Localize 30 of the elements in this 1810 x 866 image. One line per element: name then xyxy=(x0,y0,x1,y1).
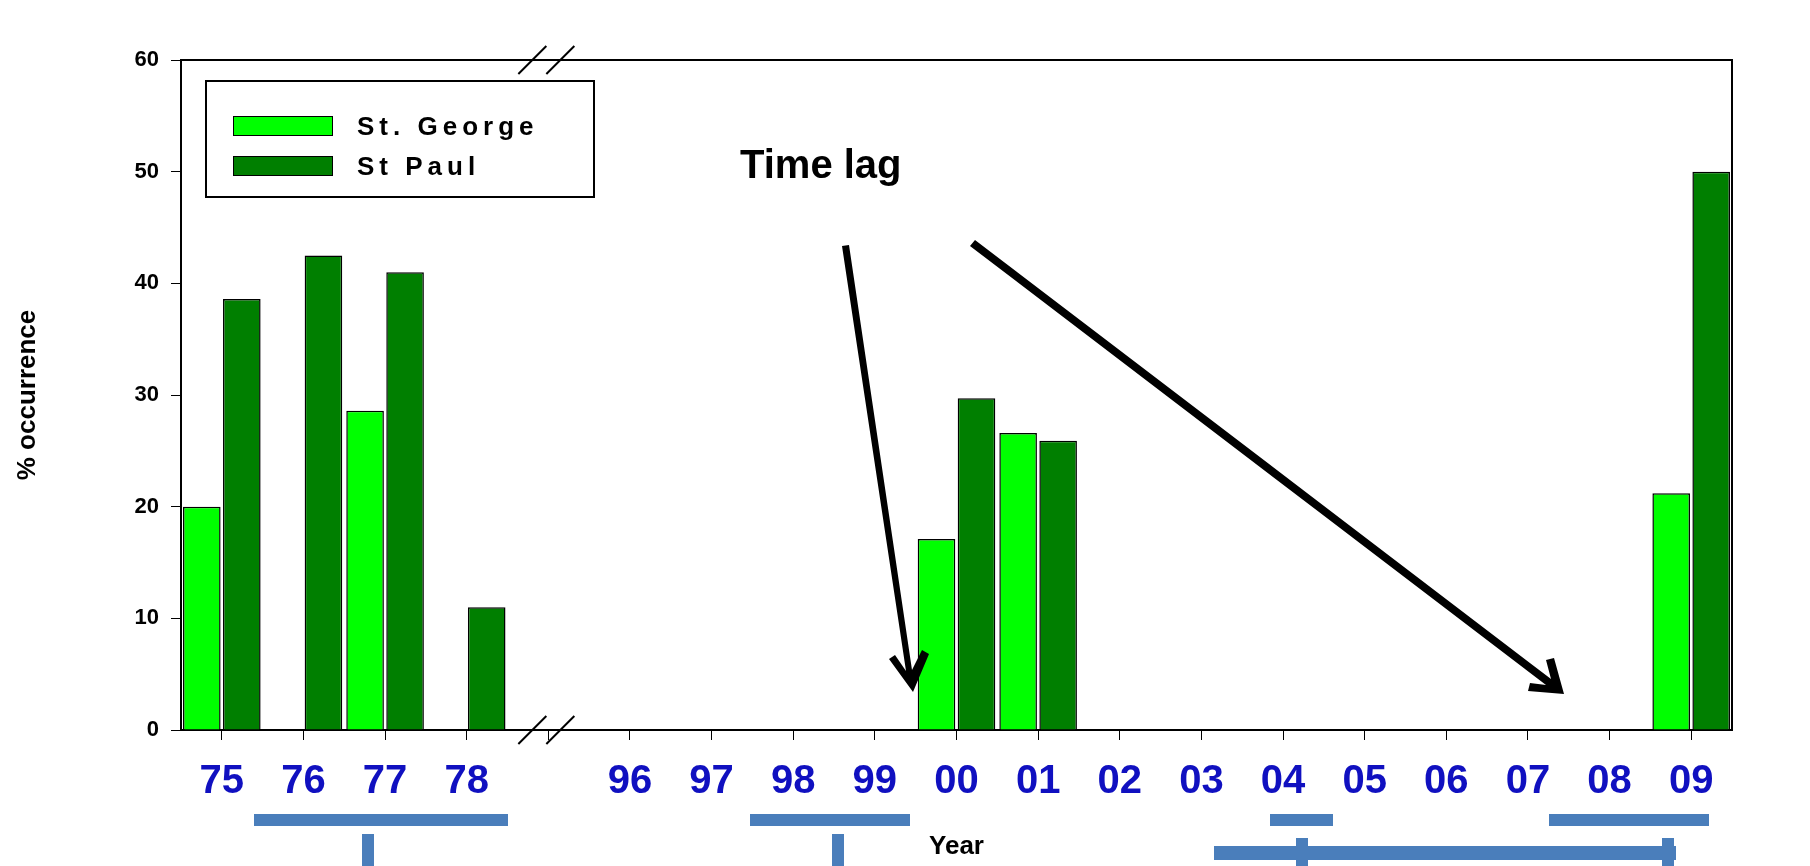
y-tick-label: 50 xyxy=(134,157,159,183)
x-tick-label: 75 xyxy=(199,757,245,802)
x-tick-label: 78 xyxy=(444,757,489,802)
y-tick-label: 20 xyxy=(134,492,159,518)
y-tick-label: 30 xyxy=(134,381,159,407)
x-tick-label: 01 xyxy=(1015,757,1061,802)
x-tick-label: 09 xyxy=(1668,757,1714,802)
x-tick-label: 06 xyxy=(1424,757,1469,802)
x-axis-title: Year xyxy=(929,829,984,860)
x-tick-label: 76 xyxy=(281,757,326,802)
y-tick-label: 40 xyxy=(134,269,159,295)
annotation: Time lag xyxy=(740,142,902,187)
y-tick-label: 60 xyxy=(134,46,159,72)
x-tick-label: 96 xyxy=(607,757,653,802)
x-tick-label: 98 xyxy=(770,757,816,802)
x-tick-label: 02 xyxy=(1097,757,1143,802)
x-tick-label: 99 xyxy=(852,757,898,802)
legend-label: St Paul xyxy=(357,150,481,182)
x-tick-label: 77 xyxy=(362,757,408,802)
x-tick-label: 97 xyxy=(689,757,734,802)
x-tick-label: 03 xyxy=(1179,757,1224,802)
legend-label: St. George xyxy=(357,110,539,142)
x-tick-label: 05 xyxy=(1342,757,1387,802)
y-tick-label: 0 xyxy=(146,716,159,742)
x-tick-label: 00 xyxy=(934,757,979,802)
y-axis-title: % occurrence xyxy=(10,309,41,481)
x-tick-label: 04 xyxy=(1260,757,1307,802)
x-tick-label: 07 xyxy=(1505,757,1551,802)
y-tick-label: 10 xyxy=(134,604,159,630)
x-tick-label: 08 xyxy=(1587,757,1632,802)
